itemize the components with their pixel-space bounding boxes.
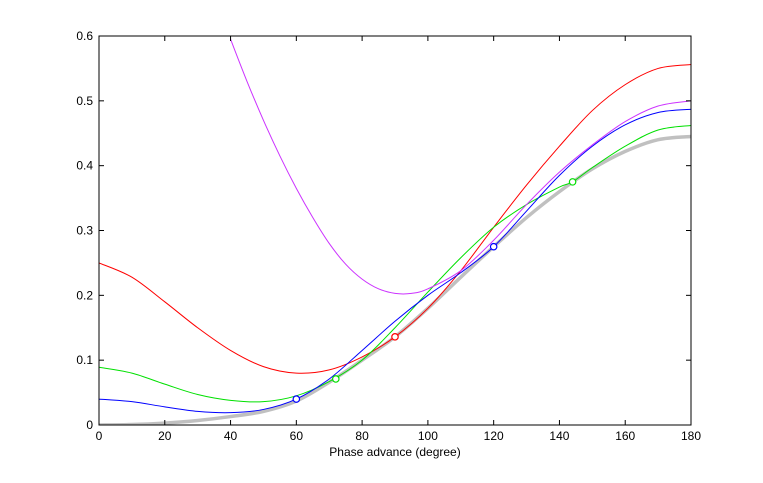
x-tick-label: 160 — [615, 429, 635, 443]
y-tick-label: 0.2 — [76, 288, 93, 302]
x-tick-label: 100 — [418, 429, 438, 443]
data-point-marker — [489, 242, 498, 251]
series-line-3 — [99, 124, 691, 403]
y-tick-label: 0 — [86, 418, 93, 432]
data-point-marker — [331, 375, 340, 383]
ticks-layer — [98, 35, 692, 426]
x-tick-label: 40 — [224, 429, 238, 443]
x-tick-label: 80 — [355, 429, 369, 443]
curves-layer — [99, 38, 691, 425]
data-point-marker — [568, 178, 577, 186]
x-tick-label: 20 — [158, 429, 172, 443]
labels-layer: 0 20 40 60 80 100 120 140 160 180 0 0.1 0.2 0.3 0.4 0.5… — [76, 29, 701, 443]
x-tick-label: 180 — [681, 429, 701, 443]
data-point-marker — [391, 333, 399, 341]
series-line-2 — [99, 64, 691, 374]
y-tick-label: 0.6 — [76, 29, 93, 43]
x-tick-label: 120 — [484, 429, 504, 443]
data-point-marker — [292, 395, 301, 403]
x-tick-label: 0 — [96, 429, 103, 443]
y-tick-label: 0.5 — [76, 94, 93, 108]
y-tick-label: 0.3 — [76, 224, 93, 238]
x-tick-label: 140 — [549, 429, 569, 443]
y-tick-label: 0.4 — [76, 159, 93, 173]
y-tick-label: 0.1 — [76, 353, 93, 367]
series-line-4 — [99, 108, 691, 414]
markers-layer — [292, 178, 577, 403]
plot-frame — [98, 35, 692, 426]
x-axis-label: Phase advance (degree) — [329, 445, 460, 459]
series-line-5 — [230, 38, 691, 295]
series-line-1 — [99, 134, 691, 425]
x-tick-label: 60 — [290, 429, 304, 443]
